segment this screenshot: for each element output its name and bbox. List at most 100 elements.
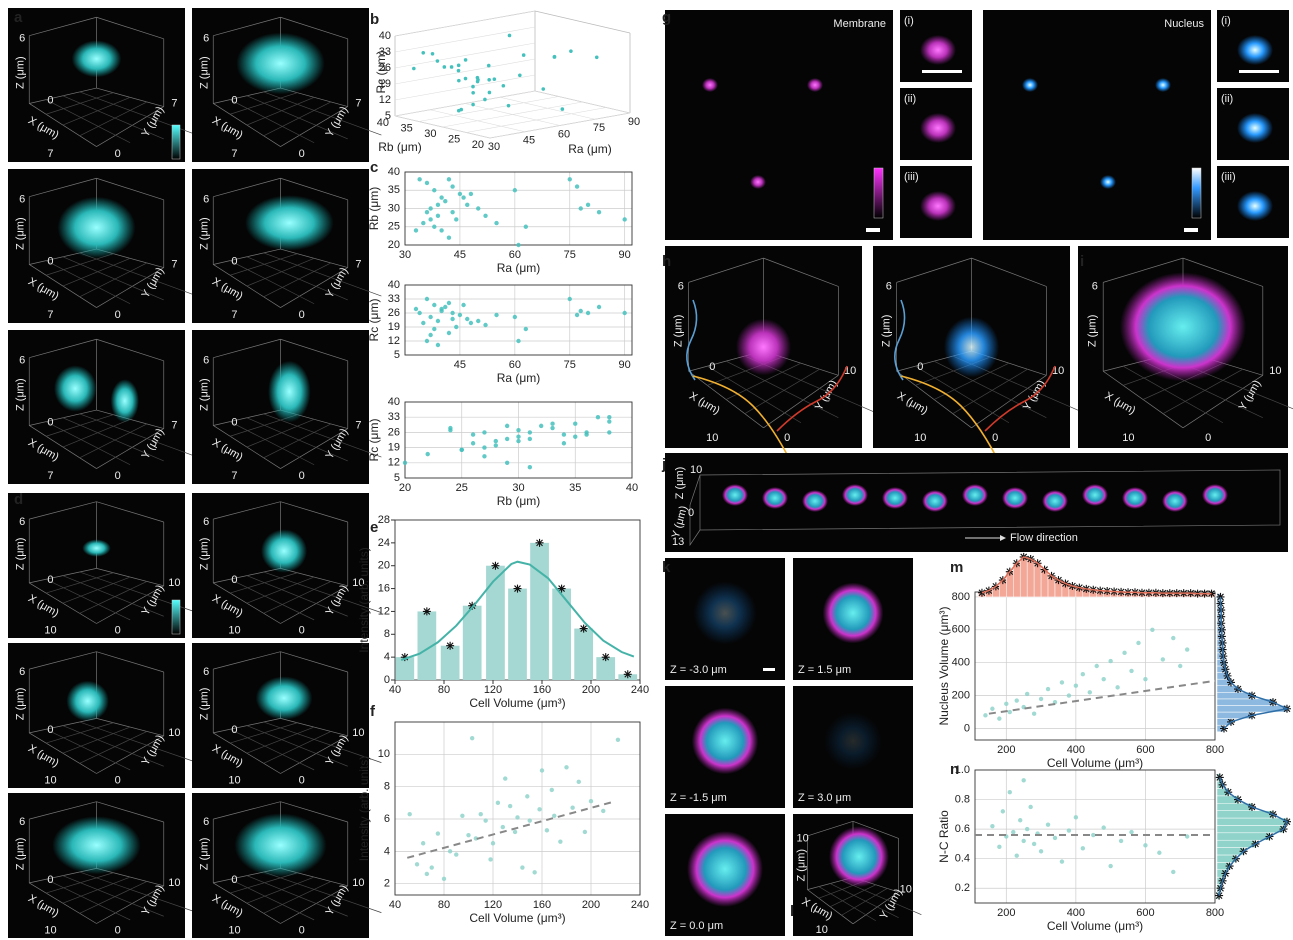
point [1108,659,1112,663]
point [1004,702,1008,706]
point [431,52,435,56]
grid-line [466,108,606,133]
axis-label: 7 [171,419,177,431]
grid-line [443,102,583,127]
point [483,818,487,822]
panel-label: f [370,703,376,720]
x-tick-label: 60 [509,359,521,371]
point [465,317,469,321]
y-axis-title: Nucleus Volume (μm³) [937,607,951,726]
point [1095,664,1099,668]
axis-label: 0 [299,309,305,321]
axis-label: 0 [299,148,305,160]
y-tick-label: 0.4 [955,853,970,865]
axis-label: 0 [115,148,121,160]
point [1046,822,1050,826]
panel-label: k [662,559,671,576]
x-tick-label: 60 [509,249,521,261]
y-tick-label: 20 [472,139,484,151]
point [586,311,590,315]
x-tick-label: 20 [399,482,411,494]
grid-line [419,97,559,122]
axis-label: 10 [44,625,56,637]
axis-title: Rc (μm) [374,51,388,94]
axis-label: 6 [886,280,892,292]
point [516,428,520,432]
x-tick-label: 60 [558,128,570,140]
axis-label: 10 [228,925,240,937]
point [508,804,512,808]
panel-label: h [662,253,671,270]
panel-label: l [790,903,794,920]
point [550,422,554,426]
point [558,839,562,843]
y-tick-label: 12 [388,335,400,347]
axis-label: 6 [19,33,25,45]
x-tick-label: 80 [438,684,450,696]
point [1157,851,1161,855]
point [561,107,565,111]
colorbar [874,168,883,218]
point [524,327,528,331]
z-plane-label: Z = 0.0 μm [670,920,723,932]
inset-label: (i) [1221,15,1231,27]
point [997,845,1001,849]
axis-label: Z (μm) [198,56,210,89]
plot-frame [975,770,1215,903]
cell [920,113,956,143]
channel-label: Nucleus [1164,18,1204,30]
point [430,865,434,869]
point [583,830,587,834]
axis-label: 6 [19,194,25,206]
y-tick-label: 5 [394,349,400,361]
channel-label: Membrane [833,18,886,30]
point [1108,864,1112,868]
point [403,461,407,465]
point [417,177,421,181]
point [524,225,528,229]
point [1091,833,1095,837]
y-tick-label: 12 [378,605,390,617]
axis-label: 10 [228,625,240,637]
x-tick-label: 40 [389,899,401,911]
point [1008,790,1012,794]
cell [245,195,334,250]
point [1025,692,1029,696]
cell [722,484,748,506]
point [570,805,574,809]
point [1067,828,1071,832]
axis-label: 0 [115,625,121,637]
z-plane-label: Z = -1.5 μm [670,792,727,804]
point [412,67,416,71]
y-tick-label: 33 [388,293,400,305]
axis-label: 10 [44,775,56,787]
point [505,424,509,428]
point [483,323,487,327]
x-axis-title: Ra (μm) [497,371,541,385]
axis-label: 0 [115,309,121,321]
point [622,217,626,221]
x-axis-title: Cell Volume (μm³) [469,696,565,710]
x-tick-label: 45 [454,359,466,371]
cell [236,33,325,95]
point [450,317,454,321]
y-tick-label: 0.2 [955,882,970,894]
y-tick-label: 40 [388,279,400,291]
y-tick-label: 40 [388,166,400,178]
hist-bar [1217,833,1270,840]
y-axis-title: Rc (μm) [367,299,381,342]
axis-label: 0 [709,361,715,373]
axis-label: Z (μm) [795,849,807,882]
axis-label: 7 [355,419,361,431]
cell [802,490,828,512]
point [1122,651,1126,655]
cell [702,78,718,92]
trend-line [407,801,615,858]
panel-label: a [14,9,23,26]
x-tick-label: 45 [523,135,535,147]
point [494,439,498,443]
point [1021,839,1025,843]
cell [1042,490,1068,512]
point [482,445,486,449]
axis-label: 0 [115,775,121,787]
